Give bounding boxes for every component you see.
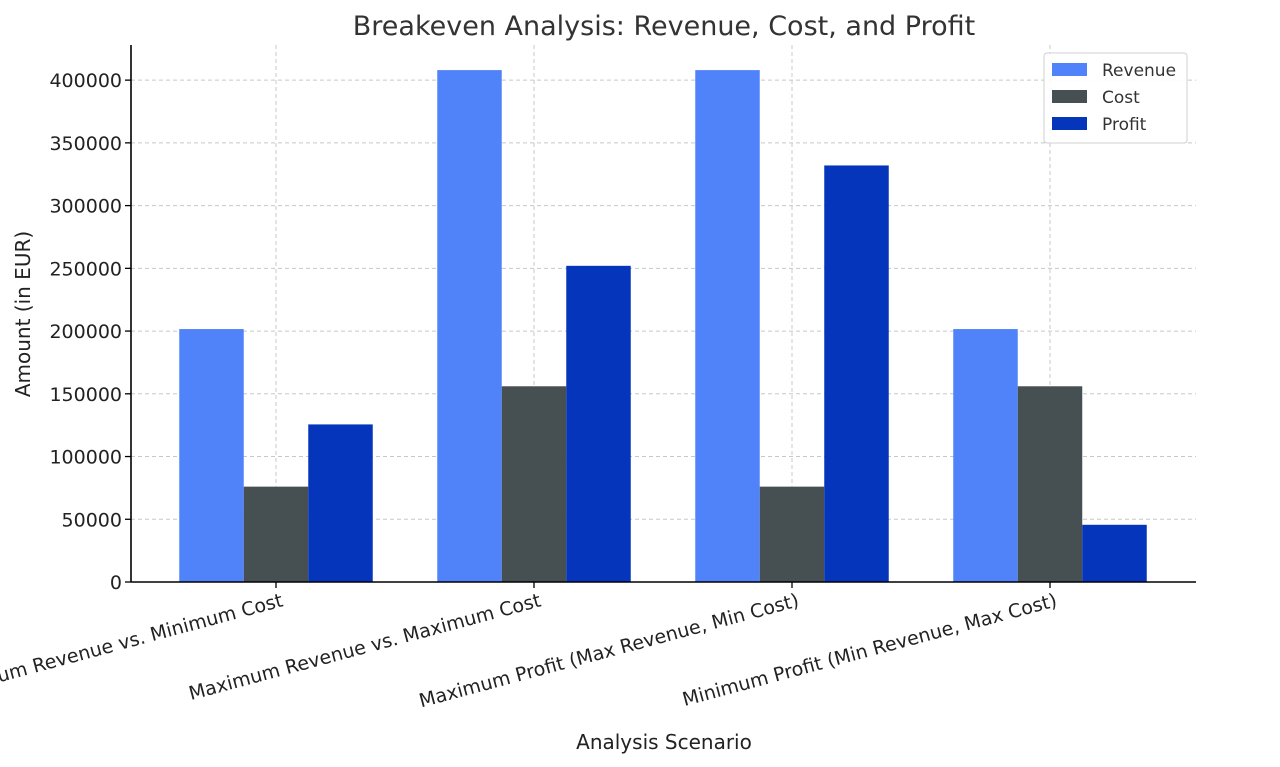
bar-profit-3 xyxy=(1082,524,1147,582)
axes xyxy=(130,45,1196,583)
legend: Revenue Cost Profit xyxy=(1043,52,1188,144)
legend-swatch-revenue xyxy=(1052,63,1087,76)
bar-profit-1 xyxy=(566,265,631,582)
bar-profit-0 xyxy=(308,424,373,582)
bar-cost-3 xyxy=(1017,386,1083,582)
y-tick-label: 100000 xyxy=(49,447,122,469)
y-tick-label: 400000 xyxy=(49,70,122,92)
legend-swatch-cost xyxy=(1052,90,1087,103)
legend-label-profit: Profit xyxy=(1102,115,1147,135)
bar-profit-2 xyxy=(824,165,889,582)
y-tick-label: 250000 xyxy=(49,258,122,280)
bar-cost-1 xyxy=(501,386,567,582)
y-axis-label: Amount (in EUR) xyxy=(11,231,35,397)
bar-revenue-3 xyxy=(953,329,1018,582)
y-tick-label: 150000 xyxy=(49,384,122,406)
y-tick-label: 200000 xyxy=(49,321,122,343)
bar-revenue-0 xyxy=(179,329,244,582)
y-tick-label: 350000 xyxy=(49,133,122,155)
y-tick-label: 300000 xyxy=(49,196,122,218)
y-tick-label: 0 xyxy=(110,572,122,594)
y-tick-label: 50000 xyxy=(62,509,122,531)
bar-cost-0 xyxy=(243,486,309,582)
bar-revenue-2 xyxy=(695,70,760,583)
y-ticks: 0 50000 100000 150000 200000 250000 300000 3500… xyxy=(49,70,131,594)
x-axis-label: Analysis Scenario xyxy=(576,730,752,754)
bar-revenue-1 xyxy=(437,70,502,583)
legend-label-cost: Cost xyxy=(1102,88,1140,108)
chart-title: Breakeven Analysis: Revenue, Cost, and P… xyxy=(353,11,975,42)
bar-cost-2 xyxy=(759,486,825,582)
x-ticks: Minimum Revenue vs. Minimum CostMaximum … xyxy=(0,582,1059,712)
grid xyxy=(131,45,1196,583)
legend-swatch-profit xyxy=(1052,117,1087,130)
bars xyxy=(179,70,1147,583)
legend-label-revenue: Revenue xyxy=(1102,61,1176,81)
